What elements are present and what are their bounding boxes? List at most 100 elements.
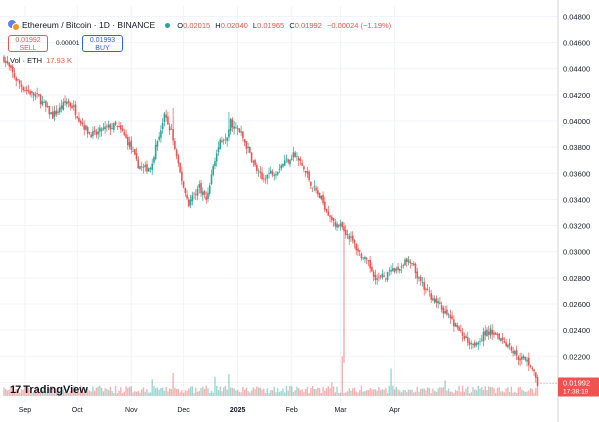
candle-body [524, 356, 527, 361]
candle-body [111, 128, 113, 129]
candle-body [86, 127, 89, 135]
volume-bar [216, 385, 218, 396]
volume-bar [18, 392, 21, 396]
candle-body [6, 60, 9, 64]
candle-body [10, 65, 12, 69]
candle-body [299, 158, 302, 161]
volume-bar [156, 387, 159, 396]
volume-bar [367, 389, 370, 396]
candle-body [97, 131, 99, 135]
candle-body [191, 195, 194, 201]
volume-bar [39, 389, 42, 396]
candle-body [247, 146, 249, 149]
candle-body [116, 125, 119, 127]
volume-bar [55, 391, 58, 396]
volume-bar [179, 392, 181, 396]
candle-body [67, 100, 70, 103]
candle-body [498, 334, 500, 340]
candle-body [289, 159, 291, 165]
volume-bar [50, 386, 52, 396]
volume-bar [381, 389, 384, 396]
candle-body [306, 170, 309, 174]
candle-body [304, 171, 307, 173]
volume-bar [294, 390, 296, 396]
candle-body [334, 221, 337, 227]
volume-bar [38, 392, 40, 396]
x-tick-label: Mar [334, 407, 347, 414]
volume-bar [507, 387, 509, 396]
volume-legend[interactable]: Vol · ETH 17.93 K [10, 56, 72, 65]
candle-body [521, 356, 523, 360]
candle-body [385, 278, 387, 280]
volume-bar [102, 391, 105, 396]
volume-bar [482, 390, 485, 396]
candle-body [262, 178, 265, 180]
candle-body [43, 102, 45, 104]
volume-bar [536, 386, 539, 396]
volume-bar [393, 389, 396, 396]
candle-body [172, 129, 174, 141]
candle-body [69, 102, 72, 107]
volume-bar [364, 391, 366, 396]
volume-bar [282, 388, 284, 396]
candle-body [371, 266, 373, 272]
volume-bar [324, 390, 326, 396]
candle-body [468, 341, 471, 345]
candle-body [526, 359, 528, 362]
candle-body [458, 326, 460, 331]
collapse-legend-icon[interactable]: ⌃ [9, 65, 16, 74]
buy-button[interactable]: 0.01993 BUY [82, 35, 123, 52]
volume-bar [86, 388, 89, 396]
candle-body [505, 342, 507, 347]
volume-bar [261, 389, 263, 396]
volume-bar [154, 388, 157, 396]
symbol-title[interactable]: Ethereum / Bitcoin · 1D · BINANCE [22, 20, 156, 30]
volume-bar [390, 368, 392, 396]
volume-bar [191, 386, 194, 396]
volume-bar [257, 387, 260, 396]
volume-bar [128, 386, 131, 396]
candle-body [175, 149, 178, 156]
volume-bar [12, 386, 14, 396]
volume-bar [252, 387, 255, 396]
volume-bar [8, 389, 10, 396]
candle-body [275, 174, 277, 176]
candle-body [217, 147, 220, 153]
candle-body [475, 343, 478, 346]
candle-body [536, 377, 539, 386]
candle-body [198, 183, 201, 188]
volume-bar [247, 391, 249, 396]
candle-body [463, 336, 466, 340]
x-tick-label: Apr [389, 407, 401, 414]
volume-bar [353, 387, 356, 396]
candle-body [58, 107, 61, 113]
candle-body [88, 132, 91, 133]
volume-bar [468, 393, 471, 396]
low-label: L [252, 20, 258, 30]
candle-body [325, 209, 328, 212]
volume-bar [350, 390, 352, 396]
volume-bar [132, 392, 134, 396]
volume-bar [345, 392, 347, 396]
candle-body [147, 168, 150, 172]
y-tick-label: 0.04400 [563, 65, 590, 74]
volume-bar [400, 392, 403, 396]
candle-body [39, 94, 42, 105]
sell-button[interactable]: 0.01992 SELL [8, 35, 48, 52]
candle-body [472, 343, 474, 346]
candle-body [235, 127, 237, 129]
volume-bar [318, 388, 321, 396]
candle-body [301, 162, 303, 166]
volume-bar [245, 387, 248, 396]
volume-bar [463, 391, 466, 396]
volume-bar [13, 392, 16, 396]
volume-bar [284, 392, 286, 396]
volume-bar [421, 388, 424, 396]
candle-body [268, 172, 270, 174]
x-tick-label: Nov [125, 407, 138, 414]
candle-body [250, 152, 253, 162]
volume-bar [210, 390, 213, 396]
candle-body [102, 127, 105, 130]
volume-bar [470, 392, 472, 396]
